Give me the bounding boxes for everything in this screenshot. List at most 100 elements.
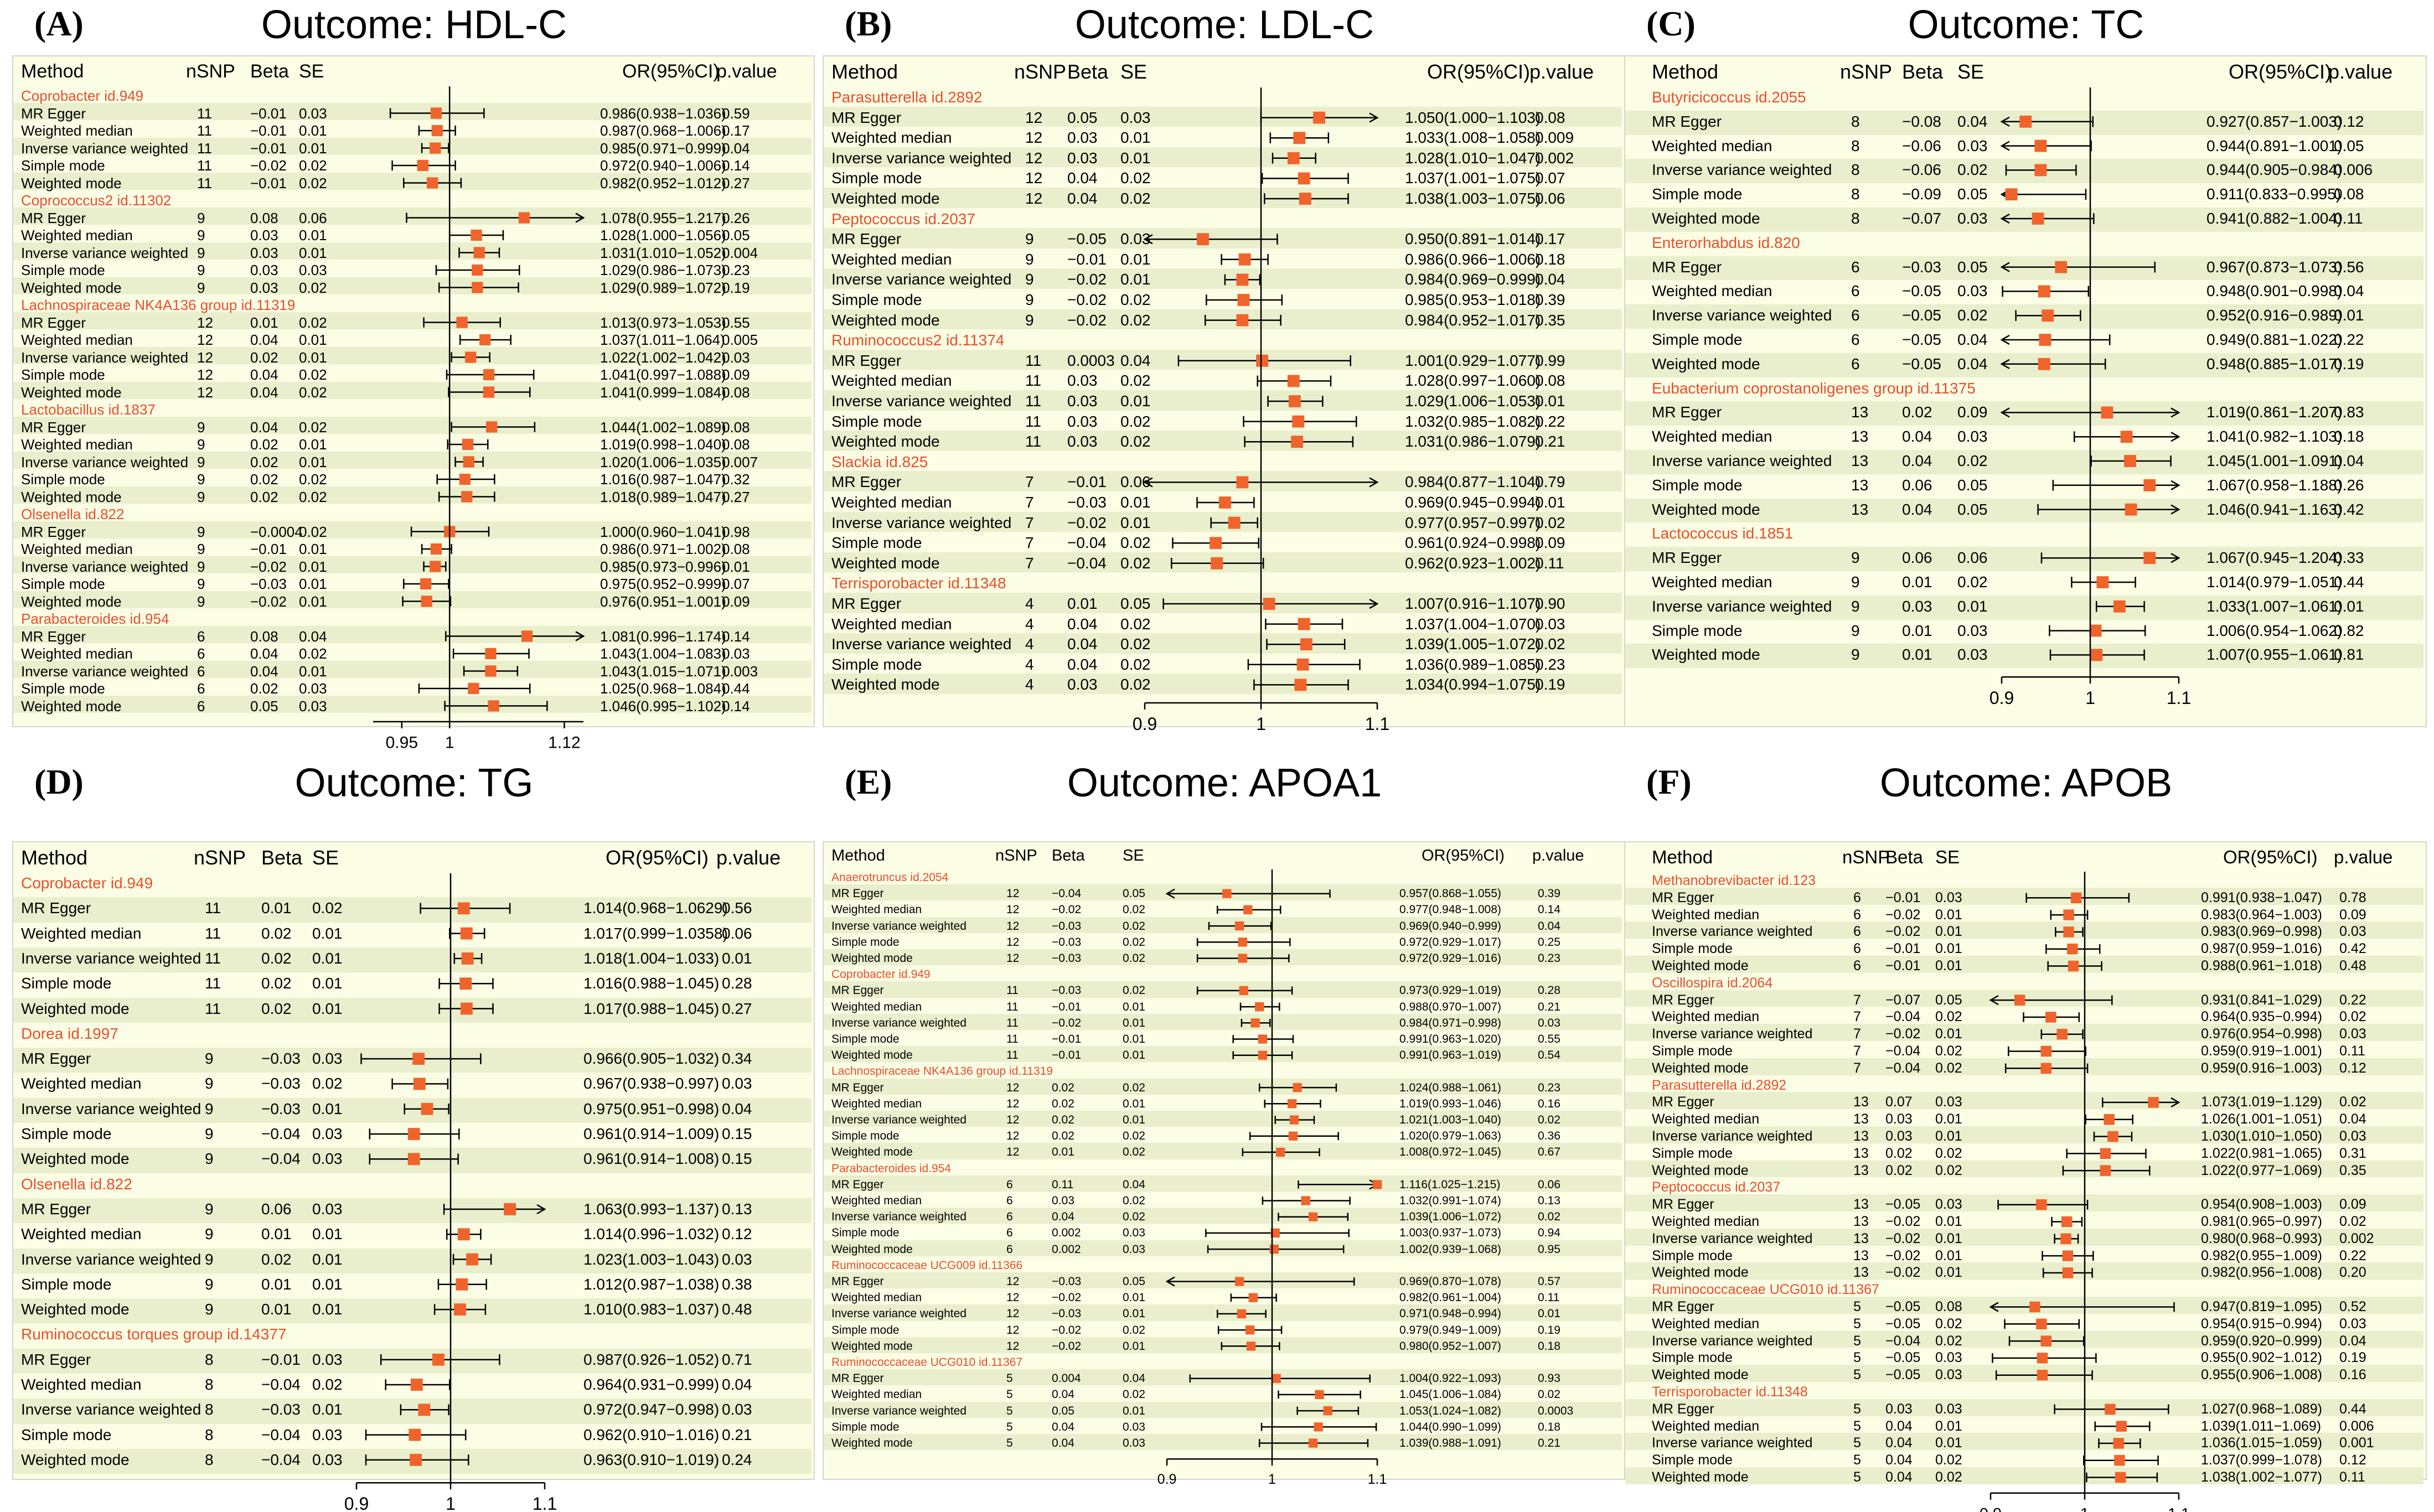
- method-cell: Weighted mode: [831, 952, 913, 965]
- p-cell: 0.12: [722, 1225, 752, 1243]
- or-cell: 1.033(1.007−1.061): [2206, 597, 2343, 615]
- p-cell: 0.03: [1538, 1016, 1560, 1029]
- or-point: [410, 1453, 422, 1466]
- or-cell: 0.983(0.964−1.003): [2201, 907, 2322, 923]
- or-cell: 1.039(1.006−1.072): [1399, 1210, 1501, 1224]
- nsnp-cell: 9: [197, 488, 205, 505]
- beta-cell: −0.02: [1067, 514, 1107, 531]
- se-cell: 0.03: [1957, 622, 1988, 639]
- ci-arrow-left: [2000, 262, 2010, 272]
- p-cell: 0.95: [1538, 1242, 1560, 1256]
- or-cell: 0.952(0.916−0.989): [2206, 307, 2343, 324]
- se-cell: 0.04: [1957, 112, 1988, 130]
- beta-cell: 0.01: [261, 1301, 292, 1318]
- group-name: Parasutterella id.2892: [1652, 1077, 1787, 1093]
- ci-arrow-right: [2171, 553, 2180, 563]
- se-cell: 0.01: [1120, 494, 1151, 511]
- forest-panel-c: (C) Outcome: TC Method nSNP Beta SE OR(95%CI) p…: [1624, 0, 2428, 758]
- p-cell: 0.19: [722, 279, 750, 296]
- nsnp-cell: 13: [1853, 1094, 1869, 1110]
- col-header-beta: Beta: [1052, 847, 1085, 864]
- or-cell: 0.959(0.920−0.999): [2201, 1333, 2322, 1349]
- or-cell: 0.983(0.969−0.998): [2201, 924, 2322, 940]
- or-cell: 0.984(0.969−0.999): [1405, 271, 1541, 288]
- nsnp-cell: 9: [205, 1225, 214, 1243]
- method-cell: Inverse variance weighted: [831, 149, 1012, 167]
- or-cell: 0.969(0.945−0.994): [1405, 494, 1541, 511]
- or-cell: 1.043(1.015−1.071): [600, 662, 726, 680]
- row-stripe: [824, 674, 1622, 694]
- group-name: Terrisporobacter id.11348: [1652, 1384, 1808, 1400]
- or-cell: 1.043(1.004−1.083): [600, 645, 726, 662]
- method-cell: Simple mode: [21, 1125, 112, 1142]
- p-cell: 0.08: [722, 541, 750, 557]
- or-point: [2090, 649, 2103, 661]
- beta-cell: −0.02: [1885, 924, 1921, 940]
- method-cell: Simple mode: [21, 975, 112, 992]
- nsnp-cell: 11: [197, 105, 212, 122]
- method-cell: Simple mode: [1652, 941, 1733, 957]
- p-cell: 0.27: [722, 488, 750, 505]
- panel-title: Outcome: APOA1: [1067, 761, 1382, 805]
- beta-cell: 0.07: [1885, 1094, 1913, 1110]
- nsnp-cell: 9: [205, 1075, 214, 1092]
- method-cell: Inverse variance weighted: [1652, 597, 1832, 615]
- method-cell: Weighted median: [21, 436, 133, 453]
- se-cell: 0.03: [1120, 230, 1151, 248]
- p-cell: 0.03: [722, 1075, 752, 1092]
- se-cell: 0.01: [312, 1225, 343, 1243]
- group-name: Lachnospiraceae NK4A136 group id.11319: [21, 297, 296, 313]
- group-name: Parabacteroides id.954: [21, 610, 169, 627]
- ci-arrow-right: [1369, 598, 1379, 609]
- se-cell: 0.02: [299, 314, 327, 331]
- nsnp-cell: 9: [1851, 549, 1860, 567]
- beta-cell: −0.02: [1067, 291, 1107, 308]
- ci-arrow-left: [1143, 477, 1153, 488]
- nsnp-cell: 9: [197, 523, 205, 540]
- nsnp-cell: 11: [197, 122, 212, 139]
- method-cell: Simple mode: [1652, 1247, 1733, 1264]
- x-tick-label: 0.9: [1157, 1472, 1177, 1487]
- p-cell: 0.04: [722, 1376, 752, 1393]
- method-cell: Inverse variance weighted: [831, 271, 1012, 288]
- beta-cell: 0.002: [1052, 1242, 1081, 1256]
- p-cell: 0.27: [722, 174, 750, 191]
- or-point: [1239, 986, 1248, 996]
- p-cell: 0.54: [1538, 1049, 1560, 1062]
- nsnp-cell: 13: [1851, 403, 1869, 421]
- se-cell: 0.01: [1935, 1265, 1962, 1281]
- method-cell: Weighted mode: [21, 593, 122, 610]
- or-point: [1234, 921, 1244, 931]
- nsnp-cell: 11: [1006, 1033, 1019, 1045]
- or-point: [1288, 1131, 1298, 1141]
- or-cell: 1.067(0.958−1.188): [2206, 476, 2343, 494]
- or-cell: 0.991(0.938−1.047): [2201, 889, 2322, 905]
- or-point: [2063, 926, 2074, 938]
- beta-cell: 0.03: [1885, 1401, 1913, 1417]
- or-point: [1222, 889, 1232, 898]
- row-stripe: [1625, 1126, 2423, 1143]
- row-stripe: [824, 1337, 1622, 1353]
- se-cell: 0.01: [299, 558, 327, 575]
- se-cell: 0.01: [1120, 250, 1151, 268]
- row-stripe: [1625, 159, 2423, 184]
- or-point: [1315, 1390, 1324, 1400]
- method-cell: Weighted median: [21, 1075, 142, 1092]
- p-cell: 0.08: [2334, 185, 2364, 203]
- or-cell: 0.961(0.914−1.009): [583, 1125, 720, 1142]
- se-cell: 0.02: [1123, 1194, 1145, 1207]
- beta-cell: −0.03: [250, 576, 287, 592]
- or-cell: 0.954(0.915−0.994): [2201, 1316, 2322, 1332]
- or-point: [2029, 1301, 2040, 1313]
- or-point: [479, 334, 491, 346]
- beta-cell: 0.02: [1885, 1145, 1913, 1161]
- or-point: [2125, 503, 2137, 516]
- ci-arrow-right: [1369, 477, 1379, 488]
- beta-cell: −0.04: [261, 1451, 301, 1468]
- se-cell: 0.02: [1123, 984, 1145, 997]
- col-header-p: p.value: [716, 61, 777, 82]
- or-cell: 1.073(1.019−1.129): [2201, 1094, 2322, 1110]
- p-cell: 0.01: [2334, 597, 2364, 615]
- or-point: [468, 682, 479, 695]
- x-tick-label: 1: [446, 1494, 456, 1512]
